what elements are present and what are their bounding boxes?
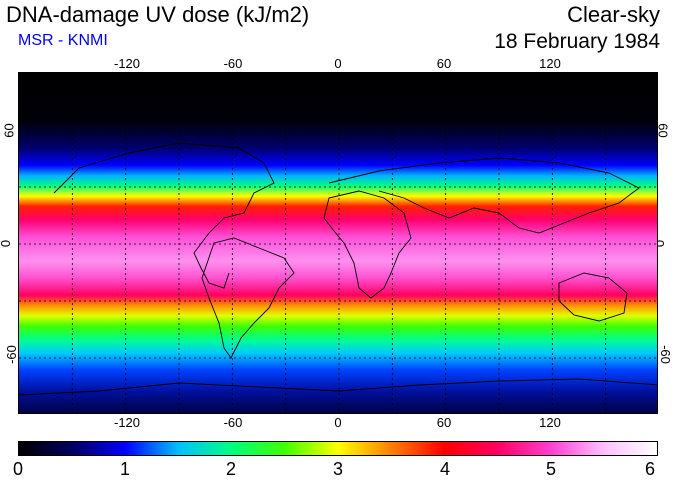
left-lat-tick-label: 60 (1, 123, 17, 138)
colorbar-label: 1 (119, 459, 131, 479)
uv-dose-map (18, 72, 658, 414)
right-lat-tick-label: 60 (655, 123, 671, 138)
date-label: 18 February 1984 (494, 30, 660, 53)
sky-condition-label: Clear-sky (567, 2, 660, 27)
page-title: DNA-damage UV dose (kJ/m2) (6, 2, 310, 27)
top-lon-tick-label: -120 (113, 56, 141, 71)
bottom-lon-tick-label: -120 (113, 415, 141, 430)
colorbar-label: 5 (545, 459, 557, 479)
right-lat-tick-label: -60 (657, 345, 673, 364)
colorbar (18, 441, 658, 456)
north-america-coast (53, 142, 275, 289)
africa-coast (323, 190, 412, 299)
left-lat-tick-label: 0 (0, 240, 13, 247)
colorbar-label: 6 (644, 459, 656, 479)
colorbar-label: 4 (439, 459, 451, 479)
colorbar-label: 2 (225, 459, 237, 479)
south-america-coast (201, 237, 295, 359)
colorbar-label: 0 (12, 459, 24, 479)
uv-dose-field (19, 73, 657, 413)
left-lat-tick-label: -60 (3, 345, 19, 364)
australia-coast (558, 272, 628, 322)
top-lon-tick-label: 120 (539, 56, 561, 71)
top-lon-tick-label: -60 (223, 56, 243, 71)
eurasia-coast (328, 157, 640, 234)
gridlines (19, 73, 657, 413)
bottom-lon-tick-label: 120 (539, 415, 561, 430)
bottom-lon-tick-label: -60 (223, 415, 243, 430)
uv-dose-map-svg (19, 73, 657, 413)
bottom-lon-tick-label: 60 (436, 415, 452, 430)
top-lon-tick-label: 60 (436, 56, 452, 71)
source-label: MSR - KNMI (18, 32, 108, 49)
top-lon-tick-label: 0 (334, 56, 342, 71)
bottom-lon-tick-label: 0 (334, 415, 342, 430)
colorbar-label: 3 (332, 459, 344, 479)
